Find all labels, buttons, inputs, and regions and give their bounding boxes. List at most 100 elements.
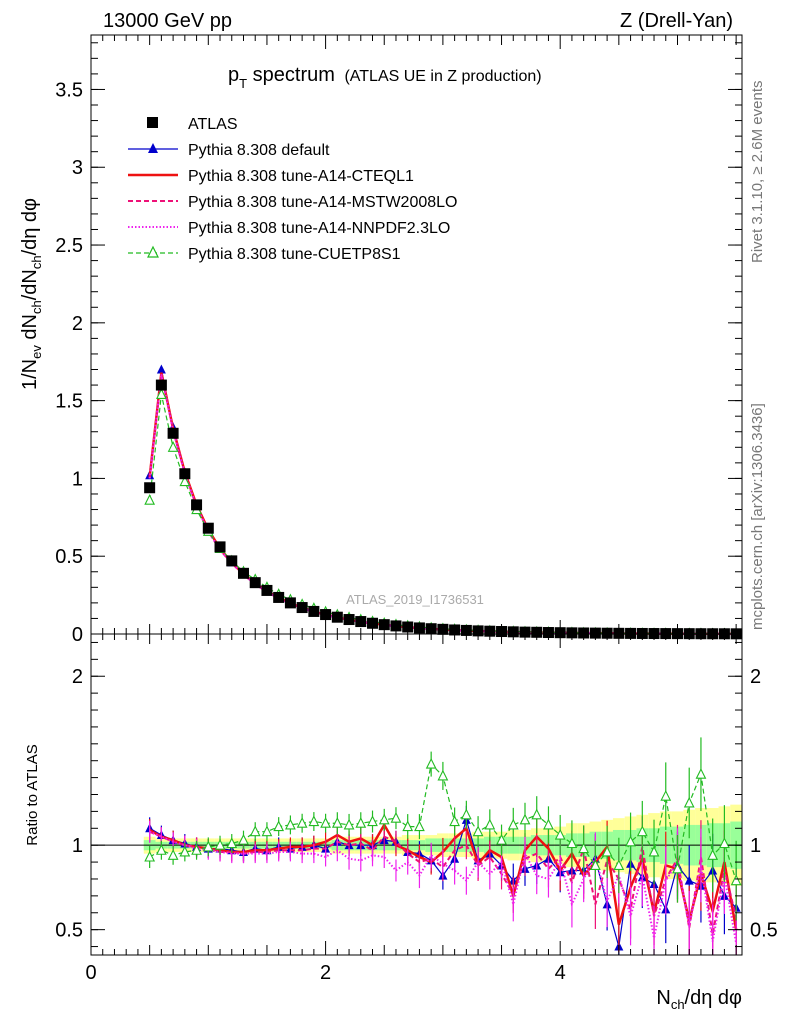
y-tick-label-1: 0.5 [55, 546, 83, 568]
main-point-atlas-8 [237, 567, 249, 579]
ratio-point-cuetp-7 [226, 837, 238, 849]
ratio-point-cuetp-49 [719, 837, 730, 849]
main-point-atlas-4 [191, 499, 203, 511]
ratio-point-cuetp-10 [261, 825, 273, 837]
x-tick-label-0: 0 [85, 962, 96, 984]
legend-entry-cuetp: Pythia 8.308 tune-CUETP8S1 [128, 245, 401, 263]
ratio-point-cuetp-12 [285, 818, 296, 830]
ratio-point-cuetp-17 [343, 818, 355, 830]
ratio-point-cuetp-43 [648, 845, 660, 857]
ratio-panel: 0.5 0.5 1 1 2 2 0 2 4 Ratio to ATLAS Nch/dη dφ [24, 633, 778, 1012]
ylabel-p1: ev [29, 345, 44, 359]
y-tick-label-right-1: 1 [750, 835, 761, 857]
ylabel-p6: /dη dφ [19, 198, 41, 255]
ratio-point-cuetp-16 [331, 816, 343, 828]
title-sub: T [239, 76, 247, 91]
ratio-frame [90, 633, 743, 956]
ratio-point-cuetp-29 [484, 818, 496, 830]
ratio-point-cuetp-5 [202, 840, 214, 852]
ratio-point-cuetp-19 [367, 815, 378, 827]
ratio-point-cuetp-39 [601, 845, 613, 857]
ratio-point-cuetp-35 [554, 828, 566, 840]
y-tick-label-7: 3.5 [55, 79, 83, 101]
y-tick-label-6: 3 [72, 157, 83, 179]
ratio-point-cuetp-11 [273, 820, 285, 832]
y-tick-label-4: 2 [72, 313, 83, 335]
ratio-point-cuetp-14 [308, 815, 320, 827]
ratio-point-cuetp-44 [660, 789, 672, 801]
ratio-point-cuetp-6 [214, 838, 226, 850]
ylabel-p4: /dN [19, 269, 41, 300]
ratio-x-ticks: 0 2 4 [85, 634, 737, 984]
main-point-atlas-18 [355, 616, 367, 628]
main-point-atlas-7 [226, 555, 238, 567]
main-point-atlas-12 [284, 597, 296, 609]
y-tick-label-3: 1.5 [55, 391, 83, 413]
ratio-point-cuetp-1 [155, 844, 167, 855]
ratio-ylabel: Ratio to ATLAS [24, 744, 41, 845]
legend-marker-atlas [147, 117, 158, 128]
main-point-atlas-2 [167, 427, 179, 439]
ratio-point-cuetp-36 [566, 837, 578, 849]
ylabel-p2: dN [19, 314, 41, 345]
legend-label-mstw: Pythia 8.308 tune-A14-MSTW2008LO [188, 194, 457, 211]
legend-entry-cteql1: Pythia 8.308 tune-A14-CTEQL1 [128, 168, 414, 185]
ratio-point-cuetp-34 [543, 818, 554, 830]
ratio-point-cuetp-28 [472, 825, 484, 837]
title-main: p [228, 64, 239, 86]
main-point-atlas-15 [320, 609, 332, 621]
main-point-cuetp-3 [179, 475, 191, 487]
legend-marker-default [148, 143, 158, 153]
xlabel-p2: /dη dφ [685, 987, 742, 1009]
energy-label: 13000 GeV pp [103, 10, 232, 32]
legend-entry-default: Pythia 8.308 default [128, 142, 330, 159]
legend-entry-atlas: ATLAS [147, 116, 238, 133]
main-point-atlas-5 [202, 522, 214, 534]
xlabel-p0: N [656, 987, 670, 1009]
ratio-point-cuetp-25 [437, 769, 449, 781]
main-point-default-1 [156, 364, 166, 374]
main-point-cuetp-0 [144, 493, 156, 505]
main-point-atlas-1 [155, 379, 167, 391]
main-y-ticks: 0 0.5 1 1.5 2 2.5 3 3.5 [55, 42, 742, 646]
legend: ATLAS Pythia 8.308 default Pythia 8.308 … [128, 116, 457, 263]
ratio-point-cuetp-41 [625, 835, 636, 847]
main-point-atlas-6 [214, 541, 226, 553]
main-point-atlas-3 [179, 468, 191, 480]
process-label: Z (Drell-Yan) [620, 10, 733, 32]
ylabel-p0: 1/N [19, 359, 41, 390]
y-tick-label-5: 2.5 [55, 235, 83, 257]
main-point-atlas-22 [402, 621, 414, 633]
main-point-atlas-11 [273, 591, 285, 603]
main-title: pT spectrum (ATLAS UE in Z production) [228, 64, 542, 91]
ratio-y-ticks: 0.5 0.5 1 1 2 2 [55, 641, 778, 948]
main-point-cuetp-1 [155, 388, 167, 399]
main-point-atlas-14 [308, 605, 320, 617]
ratio-point-cuetp-13 [296, 816, 308, 828]
ratio-point-cuetp-24 [425, 757, 437, 769]
main-point-cuetp-2 [167, 441, 179, 452]
main-point-atlas-17 [343, 614, 355, 626]
ratio-point-cuetp-21 [390, 811, 402, 823]
xlabel-p1: ch [671, 997, 685, 1012]
main-point-atlas-9 [249, 577, 261, 589]
ratio-point-cuetp-22 [402, 820, 414, 832]
ratio-point-cuetp-32 [519, 813, 531, 825]
ratio-point-default-46 [684, 875, 694, 885]
ratio-point-cuetp-15 [320, 816, 331, 828]
ratio-point-cuetp-33 [531, 808, 543, 820]
main-point-atlas-21 [390, 620, 402, 632]
main-point-atlas-0 [144, 482, 156, 494]
ratio-point-cuetp-40 [613, 859, 625, 871]
ratio-point-cuetp-42 [636, 825, 648, 837]
ratio-point-cuetp-46 [683, 796, 695, 808]
main-ylabel: 1/Nev dNch/dNch/dη dφ [19, 198, 44, 390]
y-tick-label-right-0: 0.5 [750, 920, 778, 942]
legend-label-default: Pythia 8.308 default [188, 142, 330, 159]
y-tick-label-2: 2 [72, 666, 83, 688]
y-tick-label-0: 0.5 [55, 920, 83, 942]
ratio-xlabel: Nch/dη dφ [656, 987, 742, 1012]
legend-entry-mstw: Pythia 8.308 tune-A14-MSTW2008LO [128, 194, 457, 211]
ratio-point-cuetp-48 [707, 849, 719, 860]
